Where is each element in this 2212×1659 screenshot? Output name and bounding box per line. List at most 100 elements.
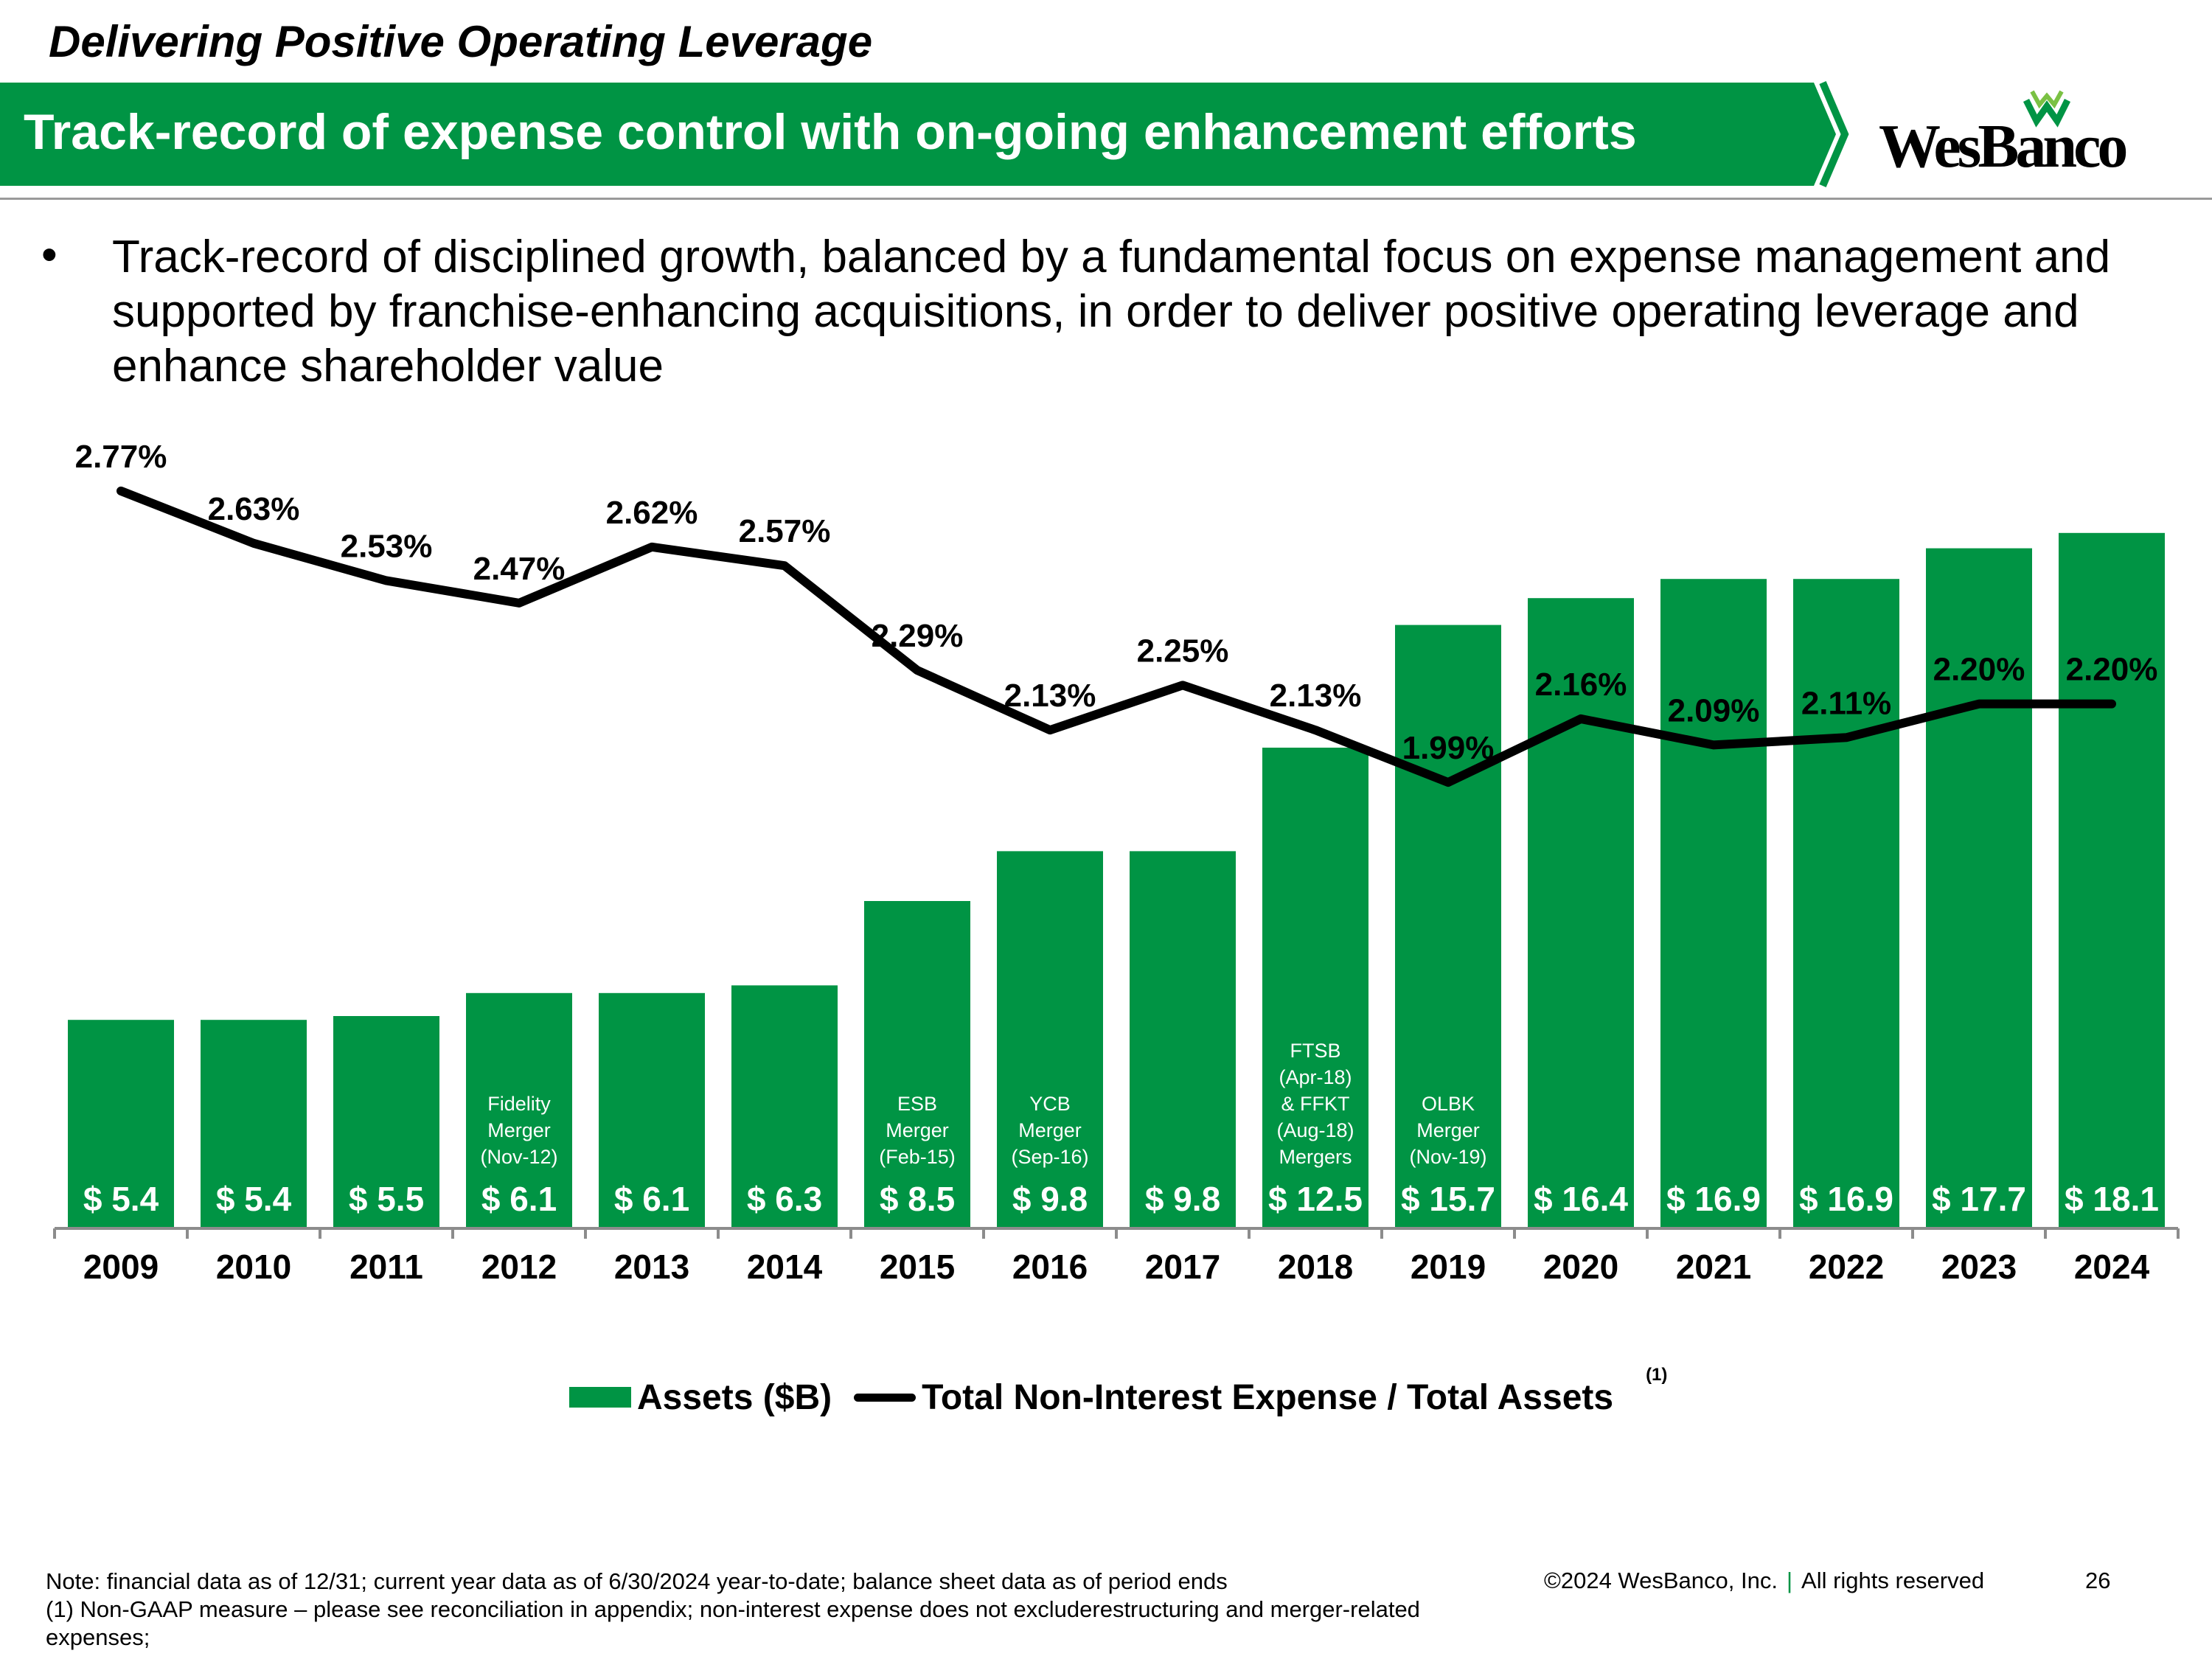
ratio-data-label: 2.62% <box>606 495 698 531</box>
page-number: 26 <box>2085 1568 2111 1593</box>
bar-2009 <box>68 1020 174 1227</box>
merger-annotation: (Apr-18) <box>1279 1066 1352 1088</box>
ratio-data-label: 1.99% <box>1402 730 1495 766</box>
ratio-data-label: 2.77% <box>75 442 167 475</box>
bar-value-label: $ 12.5 <box>1268 1180 1363 1218</box>
wesbanco-logo-icon <box>2023 90 2071 128</box>
merger-annotation: ESB <box>897 1093 937 1115</box>
header-divider <box>0 198 2212 200</box>
x-tick-label: 2023 <box>1941 1248 2017 1286</box>
bar-2014 <box>731 985 838 1227</box>
bar-2010 <box>201 1020 307 1227</box>
ratio-line <box>116 486 2116 787</box>
bullet-marker: • <box>41 229 58 280</box>
ratio-data-label: 2.20% <box>2066 652 2158 688</box>
merger-annotation: Merger <box>886 1119 949 1141</box>
bar-2015 <box>864 901 970 1227</box>
bar-value-label: $ 5.5 <box>349 1180 424 1218</box>
ratio-data-label: 2.13% <box>1270 678 1362 714</box>
title-banner <box>0 81 1849 187</box>
merger-annotation: (Aug-18) <box>1276 1119 1354 1141</box>
x-tick-label: 2024 <box>2074 1248 2150 1286</box>
ratio-data-label: 2.11% <box>1801 685 1891 721</box>
bar-2016 <box>997 851 1103 1227</box>
merger-annotation: (Feb-15) <box>879 1146 956 1168</box>
x-tick-label: 2016 <box>1012 1248 1088 1286</box>
bar-value-label: $ 17.7 <box>1932 1180 2026 1218</box>
bar-value-label: $ 9.8 <box>1145 1180 1220 1218</box>
legend-swatch-ratio <box>854 1393 917 1402</box>
x-tick-label: 2019 <box>1411 1248 1486 1286</box>
ratio-data-label: 2.57% <box>739 513 831 549</box>
ratio-data-label: 2.25% <box>1137 633 1229 669</box>
merger-annotation: Fidelity <box>487 1093 551 1115</box>
logo-wordmark: WesBanco <box>1879 112 2128 181</box>
ratio-data-label: 2.63% <box>208 491 300 527</box>
x-tick-label: 2015 <box>880 1248 955 1286</box>
bar-2019 <box>1395 625 1501 1227</box>
footnote: Note: financial data as of 12/31; curren… <box>46 1568 1484 1652</box>
rights-text: All rights reserved <box>1801 1568 1985 1593</box>
bar-2023 <box>1926 548 2032 1227</box>
footnote-line: (1) Non-GAAP measure – please see reconc… <box>46 1596 1420 1650</box>
bar-value-label: $ 15.7 <box>1401 1180 1495 1218</box>
bar-value-label: $ 16.4 <box>1534 1180 1628 1218</box>
merger-annotation: Merger <box>1018 1119 1082 1141</box>
ratio-data-label: 2.16% <box>1535 667 1627 703</box>
bar-2017 <box>1130 851 1236 1227</box>
bar-2011 <box>333 1016 439 1227</box>
bar-value-label: $ 18.1 <box>2065 1180 2159 1218</box>
ratio-data-label: 2.53% <box>341 528 433 564</box>
x-tick-label: 2018 <box>1278 1248 1353 1286</box>
merger-annotation: FTSB <box>1290 1040 1340 1062</box>
bar-value-label: $ 16.9 <box>1799 1180 1893 1218</box>
bar-2021 <box>1660 579 1767 1227</box>
bar-2022 <box>1793 579 1899 1227</box>
merger-annotation: & FFKT <box>1281 1093 1350 1115</box>
section-kicker: Delivering Positive Operating Leverage <box>49 17 873 66</box>
ratio-data-label: 2.20% <box>1933 652 2025 688</box>
bullet-text: Track-record of disciplined growth, bala… <box>112 232 2111 392</box>
bar-2012 <box>466 992 572 1227</box>
ratio-data-label: 2.29% <box>872 618 964 654</box>
x-tick-label: 2011 <box>349 1248 423 1286</box>
copyright-separator: | <box>1786 1568 1793 1593</box>
bar-value-label: $ 5.4 <box>83 1180 159 1218</box>
merger-annotation: (Sep-16) <box>1011 1146 1088 1168</box>
x-tick-label: 2020 <box>1543 1248 1618 1286</box>
x-tick-label: 2009 <box>83 1248 159 1286</box>
footnote-line: Note: financial data as of 12/31; curren… <box>46 1568 1228 1594</box>
merger-annotation: (Nov-12) <box>480 1146 557 1168</box>
x-tick-label: 2010 <box>216 1248 291 1286</box>
bar-value-label: $ 8.5 <box>880 1180 955 1218</box>
merger-annotation: YCB <box>1029 1093 1071 1115</box>
merger-annotation: (Nov-19) <box>1409 1146 1486 1168</box>
merger-annotation: Merger <box>1416 1119 1480 1141</box>
x-tick-label: 2021 <box>1676 1248 1751 1286</box>
x-tick-label: 2014 <box>747 1248 823 1286</box>
x-tick-label: 2012 <box>481 1248 557 1286</box>
bar-2018 <box>1262 748 1368 1227</box>
x-tick-label: 2022 <box>1809 1248 1884 1286</box>
chart-legend: Assets ($B) Total Non-Interest Expense /… <box>569 1365 1667 1423</box>
bar-2013 <box>599 992 705 1227</box>
x-tick-label: 2013 <box>614 1248 689 1286</box>
copyright: ©2024 WesBanco, Inc. | All rights reserved <box>1544 1568 1984 1594</box>
bar-value-label: $ 6.3 <box>747 1180 822 1218</box>
ratio-data-label: 2.13% <box>1004 678 1096 714</box>
merger-annotation: Mergers <box>1279 1146 1352 1168</box>
bar-value-label: $ 6.1 <box>481 1180 557 1218</box>
ratio-data-label: 2.47% <box>473 551 566 587</box>
legend-label-ratio: Total Non-Interest Expense / Total Asset… <box>922 1377 1614 1417</box>
legend-footnote: (1) <box>1646 1365 1668 1385</box>
bar-2020 <box>1528 598 1634 1227</box>
ratio-data-label: 2.09% <box>1668 692 1760 728</box>
assets-expense-chart: 2009 2010 2011 2012 2013 2014 2015 2016 2017 2018… <box>53 442 2180 1286</box>
bar-value-label: $ 5.4 <box>216 1180 292 1218</box>
legend-label-assets: Assets ($B) <box>637 1377 832 1417</box>
legend-swatch-assets <box>569 1387 631 1408</box>
copyright-text: ©2024 WesBanco, Inc. <box>1544 1568 1778 1593</box>
merger-annotation: OLBK <box>1422 1093 1475 1115</box>
bar-value-label: $ 9.8 <box>1012 1180 1088 1218</box>
x-tick-label: 2017 <box>1145 1248 1220 1286</box>
